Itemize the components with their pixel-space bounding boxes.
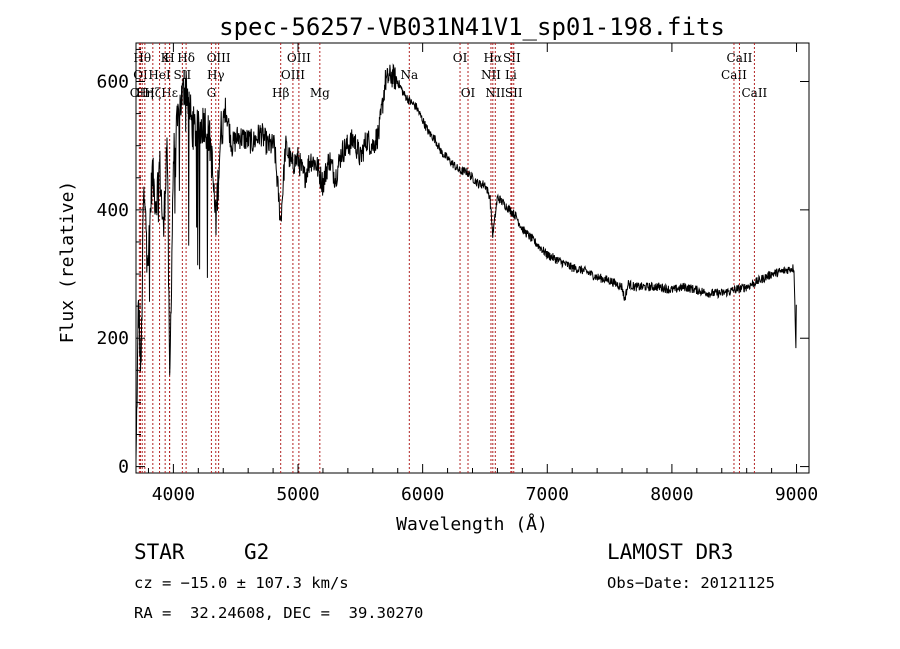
x-tick-label: 4000 [152, 484, 195, 505]
y-tick-label: 600 [96, 72, 129, 93]
survey-name: LAMOST DR3 [607, 540, 734, 564]
spectral-line-label: OI [133, 68, 148, 82]
x-axis-label: Wavelength (Å) [396, 513, 548, 535]
y-axis-label: Flux (relative) [57, 181, 78, 344]
spectral-line-label: NII [481, 68, 501, 82]
spectral-line-label: Mg [310, 86, 330, 100]
y-tick-label: 400 [96, 200, 129, 221]
spectral-line-label: Hδ [177, 51, 195, 65]
spectral-line-label: CaII [721, 68, 747, 82]
y-tick-label: 200 [96, 328, 129, 349]
plot-frame [135, 42, 810, 474]
object-subclass: G2 [244, 540, 270, 564]
spectral-line-label: K [161, 51, 171, 65]
spectral-line-markers: OIIOIHθHηHζHeIHεKHSIIHδGHγOIIIHβOIIIOIII… [130, 43, 768, 473]
x-axis-ticks: 4000 5000 6000 7000 8000 9000 [147, 43, 818, 505]
y-axis-ticks: 0 200 400 600 [96, 48, 809, 478]
spectral-line-label: Na [400, 68, 418, 82]
spectral-line-label: SII [174, 68, 192, 82]
spectral-line-label: SII [503, 51, 521, 65]
spectral-line-label: Hγ [207, 68, 225, 82]
x-tick-label: 9000 [775, 484, 818, 505]
observation-date: Obs−Date: 20121125 [607, 574, 775, 592]
spectral-line-label: Hα [484, 51, 503, 65]
x-tick-label: 5000 [276, 484, 319, 505]
chart-title: spec-56257-VB031N41V1_sp01-198.fits [219, 13, 725, 41]
spectral-line-label: SII [505, 86, 523, 100]
spectral-line-label: OIII [281, 68, 305, 82]
spectral-line-label: Hθ [133, 51, 151, 65]
spectrum-series-line [135, 63, 797, 460]
redshift-cz: cz = −15.0 ± 107.3 km/s [134, 574, 349, 592]
spectral-line-label: Hζ [144, 86, 161, 100]
spectral-line-label: OI [461, 86, 476, 100]
spectral-line-label: HeI [148, 68, 171, 82]
spectral-line-label: CaII [727, 51, 753, 65]
spectral-line-label: CaII [741, 86, 767, 100]
ra-dec: RA = 32.24608, DEC = 39.30270 [134, 604, 424, 622]
spectral-line-label: OIII [287, 51, 311, 65]
spectral-line-label: G [207, 86, 217, 100]
spectral-line-label: OIII [207, 51, 231, 65]
spectral-line-label: Hη [136, 86, 154, 100]
spectral-line-label: OI [453, 51, 468, 65]
y-tick-label: 0 [118, 457, 129, 478]
spectral-line-label: Li [505, 68, 517, 82]
object-class: STAR [134, 540, 185, 564]
x-tick-label: 8000 [650, 484, 693, 505]
x-tick-label: 6000 [401, 484, 444, 505]
spectral-line-label: H [164, 51, 174, 65]
x-tick-label: 7000 [526, 484, 569, 505]
spectral-line-label: NII [485, 86, 505, 100]
spectral-line-label: Hβ [272, 86, 289, 100]
